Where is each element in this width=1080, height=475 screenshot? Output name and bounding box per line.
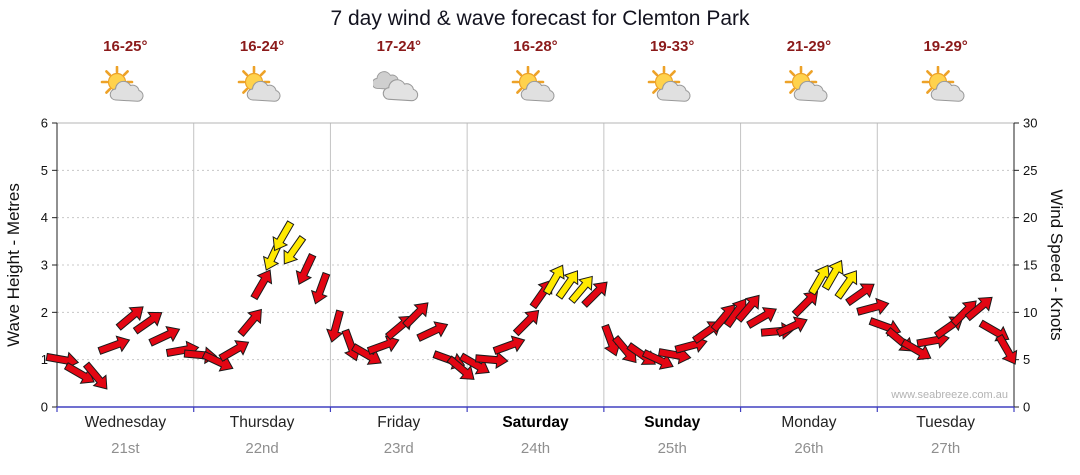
- right-tick-label: 0: [1023, 400, 1030, 415]
- wind-arrow: [995, 333, 1018, 365]
- page-title: 7 day wind & wave forecast for Clemton P…: [330, 7, 750, 30]
- wind-arrow: [555, 270, 579, 300]
- right-tick-label: 10: [1023, 305, 1037, 320]
- wind-arrow: [115, 306, 144, 331]
- sun-cloud-icon: [99, 65, 151, 110]
- wind-arrow: [834, 270, 858, 300]
- wind-arrow: [283, 234, 307, 265]
- sun-cloud-icon: [920, 65, 972, 110]
- wind-arrow: [900, 338, 932, 361]
- sun-cloud-icon: [783, 65, 835, 110]
- sun-cloud-icon: [510, 65, 562, 110]
- wind-arrow: [148, 325, 181, 347]
- wind-arrow: [512, 309, 540, 337]
- temperature-range: 19-29°: [923, 38, 968, 55]
- temperature-range: 16-25°: [103, 38, 148, 55]
- left-tick-label: 4: [41, 210, 48, 225]
- wind-arrow: [542, 264, 565, 296]
- wind-arrow: [272, 220, 295, 252]
- right-axis: 0 5 10 15 20 25 30: [1013, 116, 1037, 415]
- temperature-range: 19-33°: [650, 38, 695, 55]
- wind-arrow: [326, 309, 345, 343]
- wind-arrow: [746, 307, 777, 329]
- temperature-range: 16-24°: [239, 38, 285, 55]
- wind-arrow: [218, 340, 250, 362]
- wind-arrow: [821, 259, 844, 291]
- wind-arrow: [402, 302, 429, 329]
- wind-arrow: [964, 296, 993, 322]
- wind-arrow: [978, 319, 1010, 342]
- gridlines: [57, 122, 1014, 407]
- temperature-range: 17-24°: [376, 38, 421, 55]
- day-date: 22nd: [245, 440, 279, 457]
- day-date: 26th: [794, 440, 824, 457]
- right-tick-label: 5: [1023, 352, 1030, 367]
- day-name: Wednesday: [84, 414, 167, 431]
- day-date: 23rd: [383, 440, 414, 457]
- day-name: Friday: [377, 414, 421, 431]
- wind-arrow: [366, 335, 400, 355]
- left-tick-label: 6: [41, 116, 48, 131]
- day-name: Sunday: [644, 414, 701, 431]
- wind-arrow: [416, 321, 449, 342]
- left-tick-label: 5: [41, 163, 48, 178]
- day-date: 24th: [520, 440, 551, 457]
- day-name: Saturday: [502, 414, 569, 431]
- right-tick-label: 30: [1023, 116, 1037, 131]
- right-tick-label: 20: [1023, 210, 1037, 225]
- wind-arrow: [845, 283, 875, 307]
- wind-arrow: [446, 355, 475, 380]
- wind-arrow: [856, 297, 890, 316]
- day-name: Monday: [781, 414, 837, 431]
- wind-arrow: [250, 269, 273, 301]
- wind-arrow: [492, 335, 526, 355]
- left-tick-label: 2: [41, 305, 48, 320]
- day-date: 25th: [657, 440, 687, 457]
- clouds-icon: [371, 66, 425, 110]
- right-tick-label: 25: [1023, 163, 1037, 178]
- left-axis: 0 1 2 3 4 5 6: [41, 116, 58, 415]
- wind-arrow: [775, 316, 808, 338]
- sun-cloud-icon: [236, 65, 288, 110]
- wind-arrow: [310, 271, 331, 305]
- day-date: 27th: [931, 440, 961, 457]
- temperature-range: 21-29°: [786, 38, 832, 55]
- wind-arrow: [568, 275, 593, 304]
- left-tick-label: 3: [41, 258, 48, 273]
- left-tick-label: 0: [41, 400, 48, 415]
- wind-arrow: [735, 294, 760, 323]
- wind-arrow: [132, 311, 163, 335]
- watermark: www.seabreeze.com.au: [891, 389, 1008, 401]
- day-date: 21st: [111, 440, 140, 457]
- temperature-range: 16-28°: [513, 38, 558, 55]
- wind-arrow: [581, 281, 608, 308]
- left-tick-label: 1: [41, 352, 48, 367]
- wind-arrow: [237, 308, 262, 338]
- wind-arrow: [97, 335, 131, 355]
- time-axis: [56, 406, 1015, 412]
- right-tick-label: 15: [1023, 258, 1037, 273]
- sun-cloud-icon: [646, 65, 698, 110]
- wind-arrow: [791, 290, 819, 318]
- wind-arrow: [295, 253, 317, 285]
- wind-arrow-series: [45, 220, 1018, 390]
- day-name: Thursday: [229, 414, 295, 431]
- day-name: Tuesday: [916, 414, 976, 431]
- wind-arrow: [82, 361, 108, 390]
